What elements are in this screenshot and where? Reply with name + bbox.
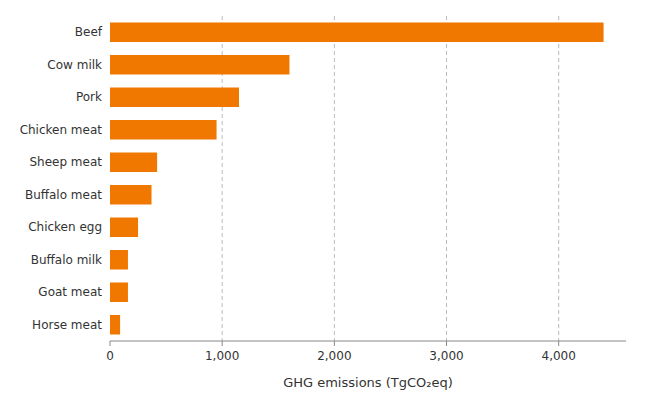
y-tick-label: Chicken egg [28,220,102,234]
grid-line [334,16,335,341]
y-tick-label: Sheep meat [29,155,102,169]
x-tick [334,341,335,346]
bar [110,315,120,335]
grid-line [446,16,447,341]
y-tick-label: Chicken meat [20,123,103,137]
x-tick [222,341,223,346]
y-axis: Beef Cow milk Pork Chicken meat Sheep meat Bu… [20,25,103,332]
x-tick-label: 0 [106,349,114,363]
bar [110,55,289,75]
y-tick-label: Pork [76,90,102,104]
bar [110,88,239,108]
y-tick-label: Goat meat [38,285,102,299]
bars [110,23,604,335]
y-tick-label: Buffalo milk [31,253,102,267]
bar [110,218,138,238]
y-tick-label: Buffalo meat [25,188,102,202]
bar [110,153,157,173]
x-axis: 0 1,000 2,000 3,000 4,000 [106,341,626,363]
x-tick-label: 3,000 [429,349,463,363]
x-tick [446,341,447,346]
x-tick [110,341,111,346]
x-tick-label: 2,000 [317,349,351,363]
y-tick-label: Horse meat [32,318,102,332]
bar [110,23,604,43]
bar [110,185,152,205]
x-tick-label: 1,000 [205,349,239,363]
y-tick-label: Cow milk [47,58,102,72]
grid-line [558,16,559,341]
x-axis-label: GHG emissions (TgCO₂eq) [283,375,453,390]
chart-container: 0 1,000 2,000 3,000 4,000 Beef Cow milk Pork Chi… [0,0,650,397]
chart-svg: 0 1,000 2,000 3,000 4,000 Beef Cow milk Pork Chi… [0,0,650,397]
x-tick [558,341,559,346]
y-tick-label: Beef [75,25,103,39]
x-tick-label: 4,000 [542,349,576,363]
x-axis-line [110,341,626,342]
bar [110,250,128,270]
bar [110,120,217,140]
bar [110,283,128,303]
